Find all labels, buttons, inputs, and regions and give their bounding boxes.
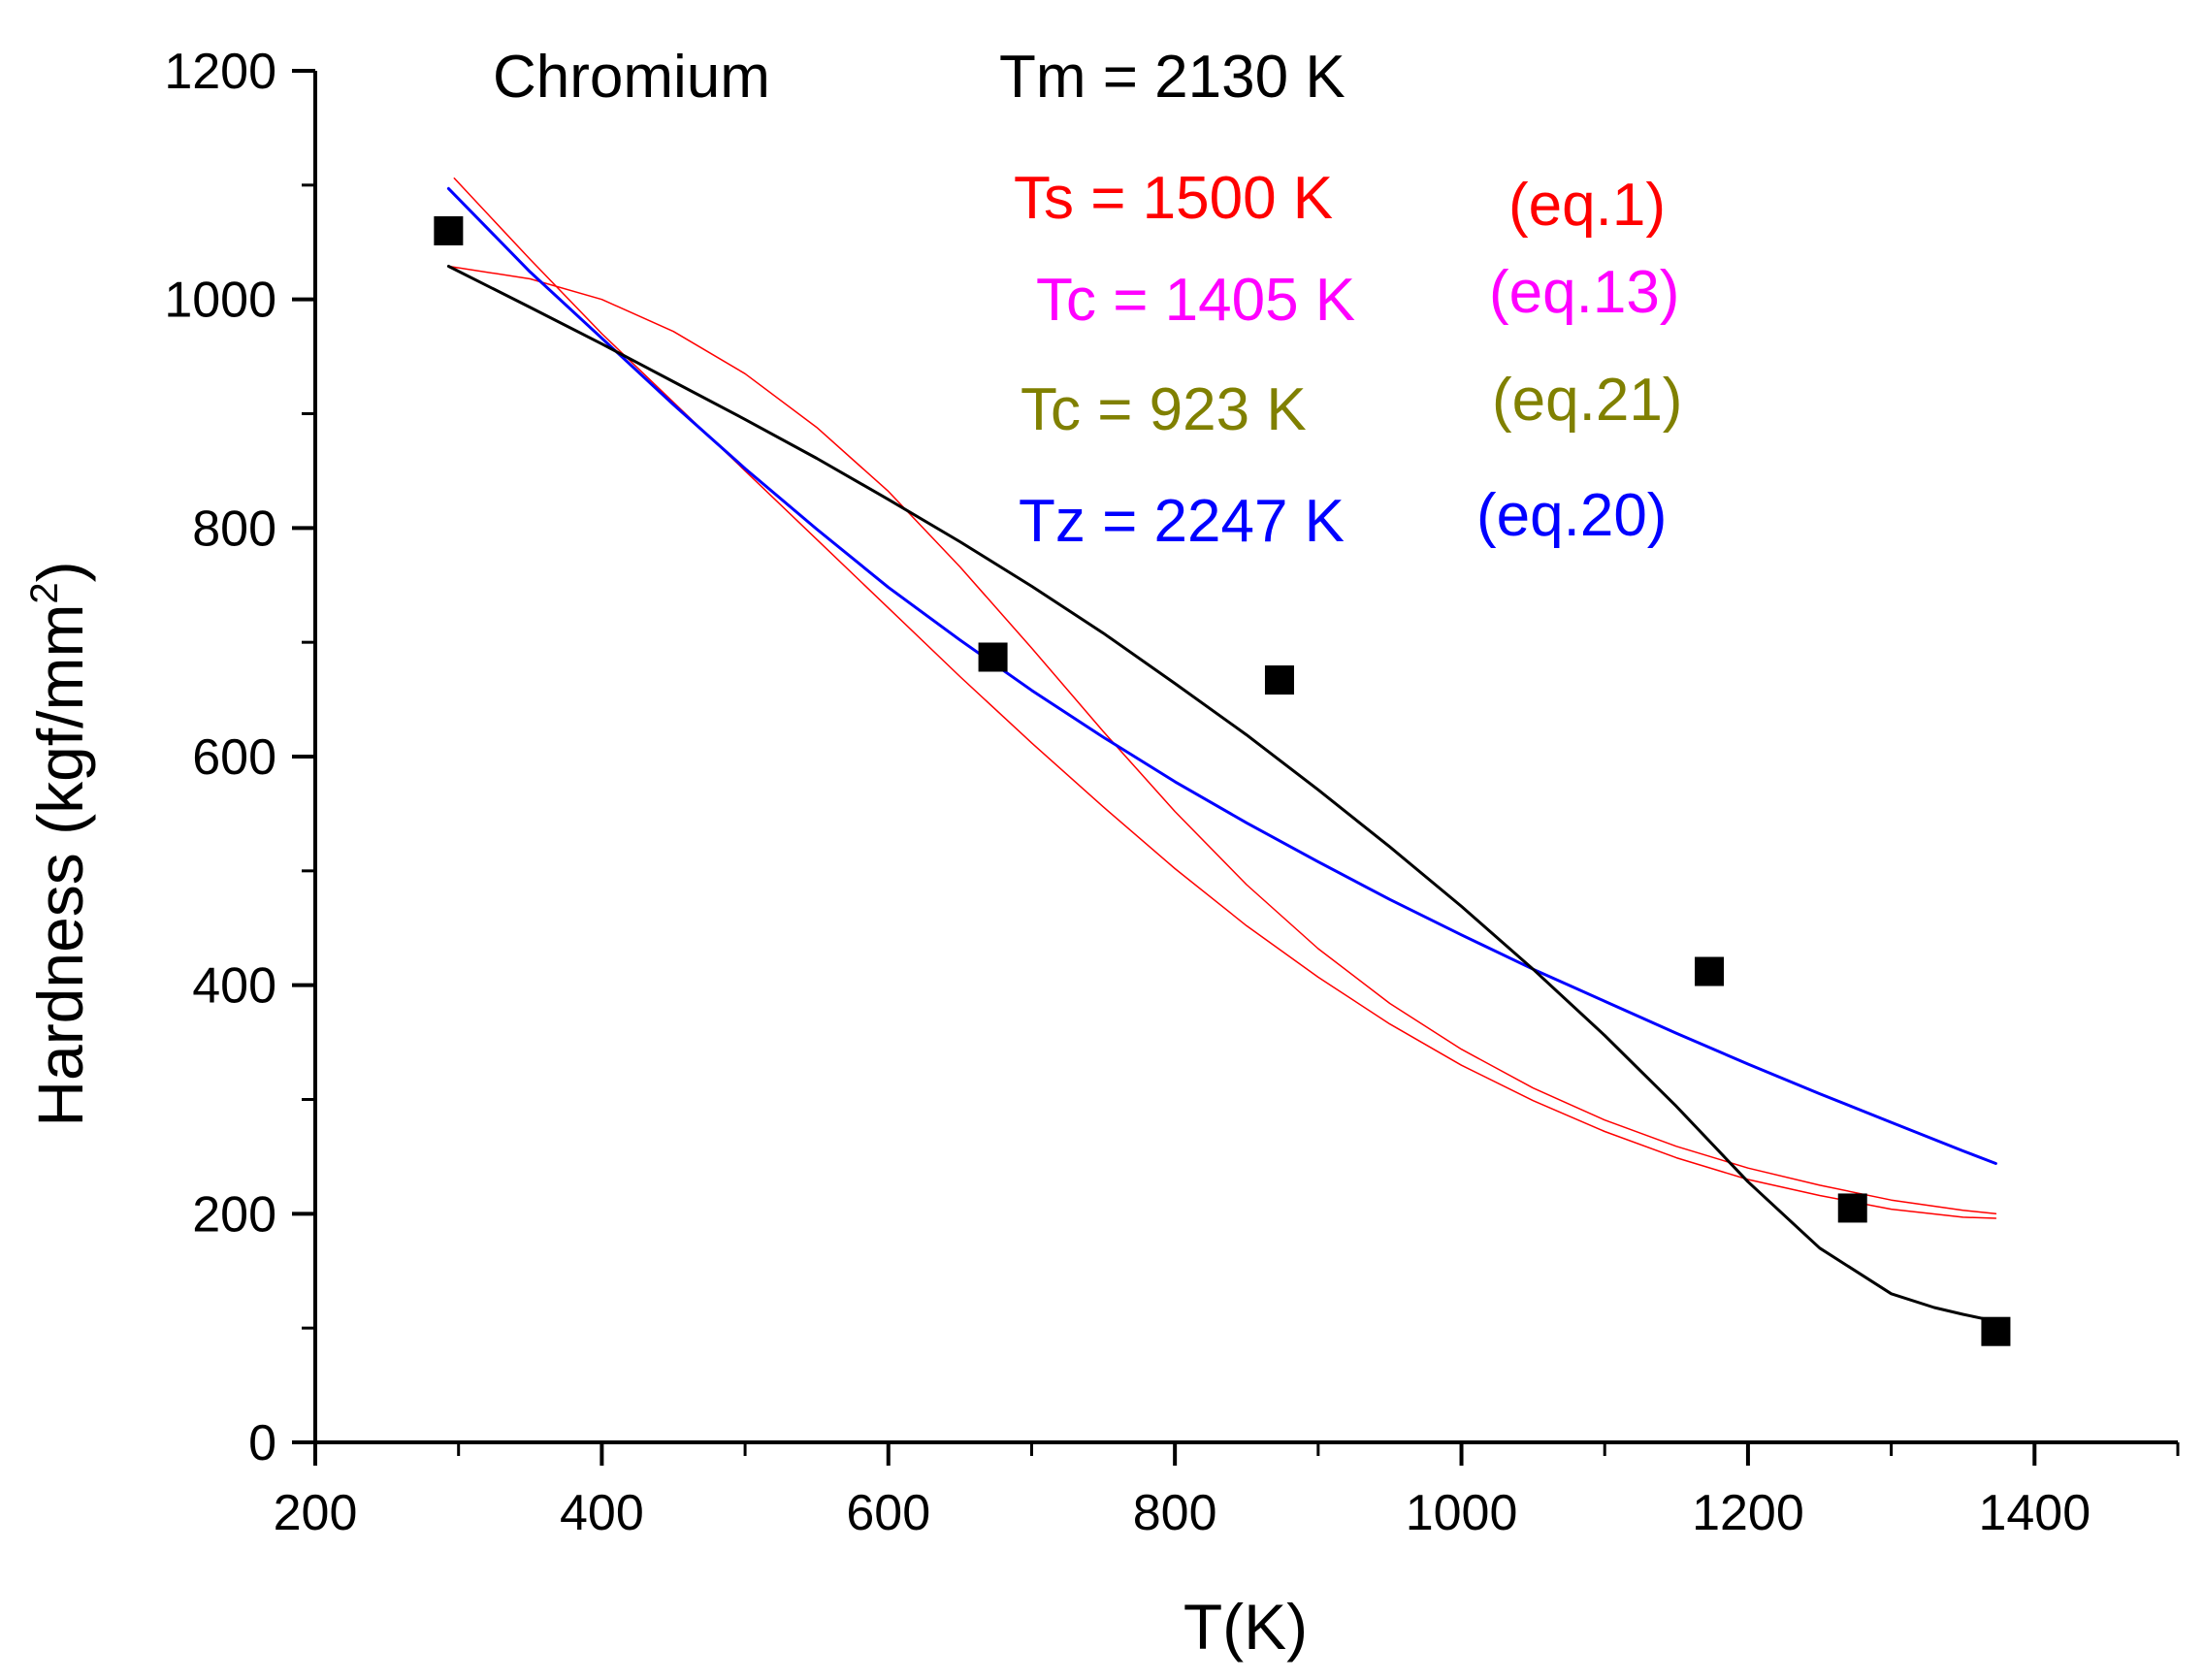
y-axis-title: Hardness (kgf/mm2) (23, 561, 96, 1126)
y-axis-title-group: Hardness (kgf/mm2) (23, 561, 96, 1126)
y-axis-title-sup: 2 (23, 582, 66, 603)
y-tick-label: 600 (192, 729, 276, 786)
y-tick-label: 400 (192, 958, 276, 1015)
fit-curve-4 (446, 265, 1997, 1323)
y-tick-label: 200 (192, 1186, 276, 1243)
y-tick-label: 800 (192, 501, 276, 557)
tz-label: Tz = 2247 K (1019, 488, 1345, 555)
y-tick-label: 0 (248, 1415, 276, 1471)
element-label: Chromium (493, 44, 770, 111)
data-points (434, 215, 2011, 1346)
x-tick-label: 800 (1133, 1485, 1217, 1541)
data-point (1264, 665, 1294, 695)
tz-eq-label: (eq.20) (1476, 482, 1667, 549)
data-point (1695, 956, 1725, 986)
data-point (978, 642, 1008, 672)
data-point (1981, 1316, 2011, 1346)
ts-eq-label: (eq.1) (1508, 172, 1666, 239)
tc13-label: Tc = 1405 K (1036, 267, 1355, 334)
tc13-eq-label: (eq.13) (1489, 259, 1679, 326)
ts-label: Ts = 1500 K (1014, 165, 1333, 232)
y-axis-title-main: Hardness (kgf/mm (24, 604, 96, 1127)
x-tick-label: 1200 (1692, 1485, 1804, 1541)
tm-label: Tm = 2130 K (999, 44, 1345, 111)
data-point (434, 215, 464, 245)
tc21-eq-label: (eq.21) (1492, 367, 1682, 434)
annotations: Chromium Tm = 2130 K Ts = 1500 K (eq.1) … (493, 44, 1682, 555)
data-point (1837, 1193, 1867, 1223)
axis-ticks: 200 400 600 800 1000 1200 1400 0 200 400 600 800 100… (164, 44, 2180, 1541)
x-tick-label: 1400 (1978, 1485, 2091, 1541)
y-tick-label: 1200 (164, 44, 276, 100)
x-tick-label: 400 (560, 1485, 644, 1541)
x-tick-label: 1000 (1406, 1485, 1518, 1541)
tc21-label: Tc = 923 K (1021, 376, 1307, 443)
fit-curves (446, 178, 1997, 1323)
y-tick-label: 1000 (164, 273, 276, 329)
x-axis-title: T(K) (1183, 1591, 1308, 1663)
fit-curve-2 (447, 265, 1997, 1215)
fit-curve-1 (453, 178, 1997, 1219)
x-tick-label: 200 (274, 1485, 358, 1541)
x-tick-label: 600 (846, 1485, 930, 1541)
y-axis-title-end: ) (24, 561, 96, 582)
fit-curve-3 (446, 186, 1997, 1165)
